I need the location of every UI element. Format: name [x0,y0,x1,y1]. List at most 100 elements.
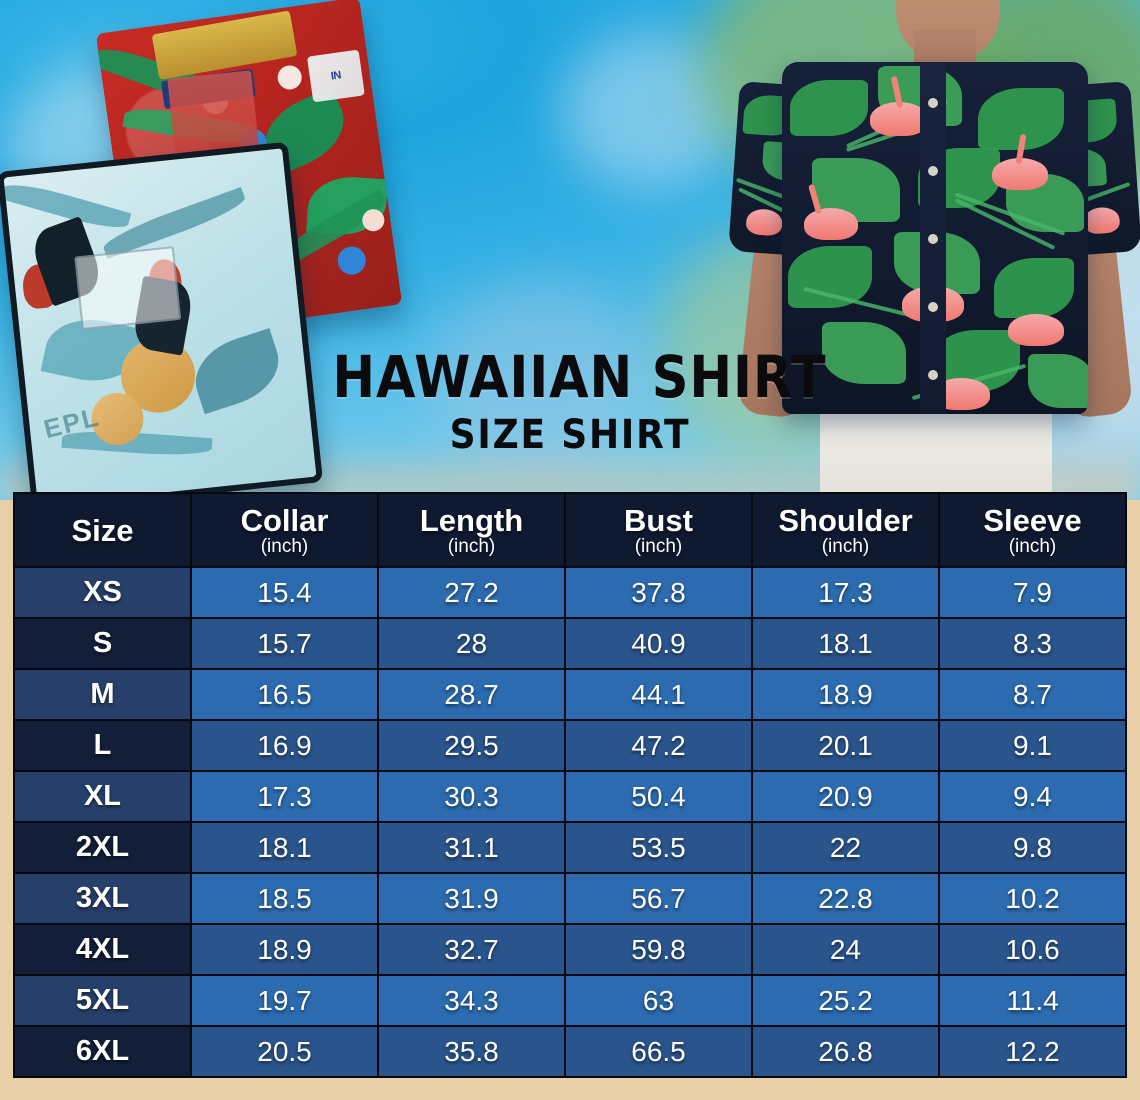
size-cell: 6XL [13,1025,192,1078]
length-cell: 27.2 [377,566,566,619]
column-unit-length: (inch) [447,535,496,557]
shoulder-cell: 24 [751,923,940,976]
size-cell: S [13,617,192,670]
bust-cell: 53.5 [564,821,753,874]
collar-cell: 16.5 [190,668,379,721]
bust-cell: 56.7 [564,872,753,925]
length-cell: 28 [377,617,566,670]
column-header-collar-label: Collar [240,502,329,538]
table-row: 4XL 18.9 32.7 59.8 24 10.6 [13,923,1127,976]
length-cell: 30.3 [377,770,566,823]
sleeve-cell: 9.1 [938,719,1127,772]
page-subtitle: SIZE SHIRT [449,412,691,458]
bust-cell: 47.2 [564,719,753,772]
shoulder-cell: 25.2 [751,974,940,1027]
column-header-bust-label: Bust [624,502,693,538]
model-shirt-body [782,62,1088,414]
length-cell: 29.5 [377,719,566,772]
size-cell: M [13,668,192,721]
shirt-collar [151,10,298,81]
column-header-length: Length (inch) [377,492,566,568]
collar-cell: 18.9 [190,923,379,976]
sleeve-cell: 11.4 [938,974,1127,1027]
sleeve-cell: 7.9 [938,566,1127,619]
sleeve-cell: 10.2 [938,872,1127,925]
column-unit-shoulder: (inch) [821,535,870,557]
collar-cell: 18.1 [190,821,379,874]
collar-cell: 20.5 [190,1025,379,1078]
length-cell: 34.3 [377,974,566,1027]
size-cell: 3XL [13,872,192,925]
bust-cell: 63 [564,974,753,1027]
table-row: M 16.5 28.7 44.1 18.9 8.7 [13,668,1127,721]
table-row: XL 17.3 30.3 50.4 20.9 9.4 [13,770,1127,823]
column-header-size: Size [13,492,192,568]
collar-cell: 15.7 [190,617,379,670]
collar-cell: 16.9 [190,719,379,772]
table-row: 5XL 19.7 34.3 63 25.2 11.4 [13,974,1127,1027]
shoulder-cell: 20.1 [751,719,940,772]
shoulder-cell: 22.8 [751,872,940,925]
table-row: 2XL 18.1 31.1 53.5 22 9.8 [13,821,1127,874]
sleeve-cell: 8.3 [938,617,1127,670]
column-header-shoulder-label: Shoulder [778,502,913,538]
column-unit-sleeve: (inch) [1008,535,1057,557]
size-chart-table-wrapper: Size Collar (inch) Length (inch) Bust (i… [13,492,1127,1078]
bust-cell: 66.5 [564,1025,753,1078]
column-unit-bust: (inch) [634,535,683,557]
size-chart-body: XS 15.4 27.2 37.8 17.3 7.9 S 15.7 28 40.9 18.1 8.3 M… [13,566,1127,1078]
teal-hawaiian-shirt-image: EPL [0,141,324,500]
shoulder-cell: 17.3 [751,566,940,619]
size-cell: 5XL [13,974,192,1027]
bust-cell: 37.8 [564,566,753,619]
length-cell: 31.9 [377,872,566,925]
table-header-row: Size Collar (inch) Length (inch) Bust (i… [13,492,1127,568]
table-row: 6XL 20.5 35.8 66.5 26.8 12.2 [13,1025,1127,1078]
column-header-sleeve-label: Sleeve [983,502,1082,538]
sleeve-cell: 12.2 [938,1025,1127,1078]
sleeve-cell: 9.4 [938,770,1127,823]
size-cell: XL [13,770,192,823]
bust-cell: 44.1 [564,668,753,721]
bust-cell: 40.9 [564,617,753,670]
hero-banner: IN EPL [0,0,1140,500]
model-photo [728,0,1140,500]
collar-cell: 17.3 [190,770,379,823]
column-header-sleeve: Sleeve (inch) [938,492,1127,568]
column-unit-collar: (inch) [260,535,309,557]
bust-cell: 59.8 [564,923,753,976]
page-title-block: HAWAIIAN SHIRT SIZE SHIRT [300,348,840,458]
column-header-shoulder: Shoulder (inch) [751,492,940,568]
sleeve-cell: 10.6 [938,923,1127,976]
length-cell: 32.7 [377,923,566,976]
bust-cell: 50.4 [564,770,753,823]
sleeve-cell: 9.8 [938,821,1127,874]
table-row: L 16.9 29.5 47.2 20.1 9.1 [13,719,1127,772]
table-row: XS 15.4 27.2 37.8 17.3 7.9 [13,566,1127,619]
collar-cell: 15.4 [190,566,379,619]
collar-cell: 19.7 [190,974,379,1027]
table-row: 3XL 18.5 31.9 56.7 22.8 10.2 [13,872,1127,925]
sleeve-logo: IN [306,49,365,103]
shoulder-cell: 18.1 [751,617,940,670]
shoulder-cell: 18.9 [751,668,940,721]
size-chart-table: Size Collar (inch) Length (inch) Bust (i… [13,492,1127,1078]
length-cell: 28.7 [377,668,566,721]
size-cell: 2XL [13,821,192,874]
collar-cell: 18.5 [190,872,379,925]
shoulder-cell: 26.8 [751,1025,940,1078]
table-row: S 15.7 28 40.9 18.1 8.3 [13,617,1127,670]
column-header-length-label: Length [419,502,524,538]
shoulder-cell: 20.9 [751,770,940,823]
column-header-bust: Bust (inch) [564,492,753,568]
shirt-pocket [74,246,182,331]
size-cell: 4XL [13,923,192,976]
sleeve-cell: 8.7 [938,668,1127,721]
column-header-size-label: Size [71,512,134,548]
page-title: HAWAIIAN SHIRT [332,343,827,411]
shoulder-cell: 22 [751,821,940,874]
length-cell: 31.1 [377,821,566,874]
size-cell: XS [13,566,192,619]
size-cell: L [13,719,192,772]
